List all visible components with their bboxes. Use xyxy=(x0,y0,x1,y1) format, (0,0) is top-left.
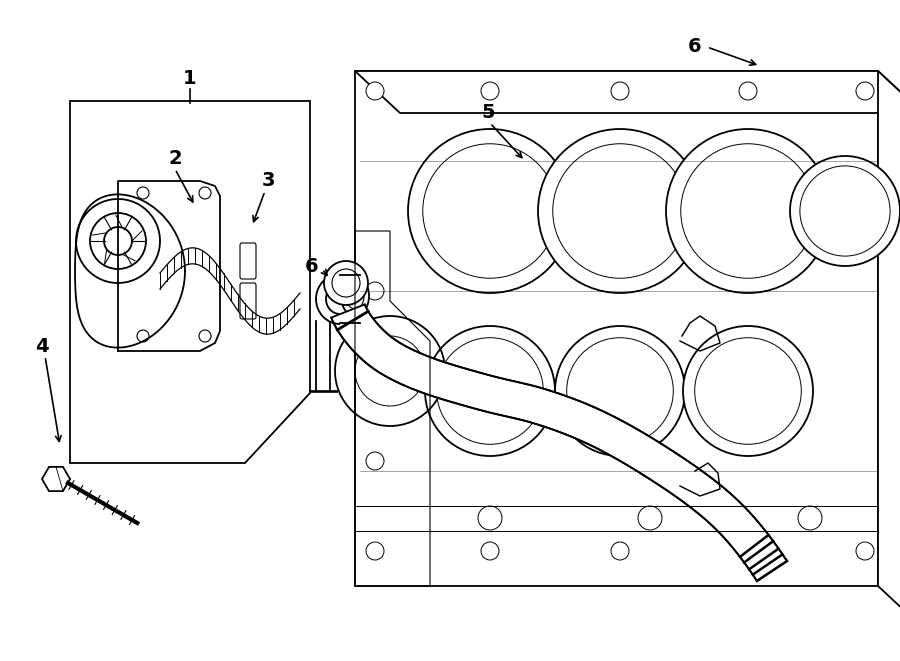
Ellipse shape xyxy=(341,276,369,316)
Circle shape xyxy=(478,506,502,530)
Circle shape xyxy=(366,452,384,470)
Circle shape xyxy=(798,506,822,530)
Circle shape xyxy=(324,261,368,305)
Circle shape xyxy=(76,199,160,283)
Text: 1: 1 xyxy=(184,69,197,89)
Circle shape xyxy=(611,542,629,560)
Text: 3: 3 xyxy=(261,171,274,190)
Text: 6: 6 xyxy=(305,256,319,276)
Circle shape xyxy=(104,227,132,255)
Circle shape xyxy=(199,187,211,199)
Text: 2: 2 xyxy=(168,149,182,167)
Polygon shape xyxy=(42,467,70,491)
Circle shape xyxy=(856,82,874,100)
Text: 4: 4 xyxy=(35,336,49,356)
Polygon shape xyxy=(355,71,900,113)
FancyBboxPatch shape xyxy=(240,283,256,319)
Circle shape xyxy=(408,129,572,293)
Circle shape xyxy=(366,82,384,100)
Circle shape xyxy=(90,213,146,269)
Circle shape xyxy=(366,282,384,300)
Circle shape xyxy=(739,542,757,560)
Polygon shape xyxy=(70,101,310,463)
Circle shape xyxy=(555,326,685,456)
Circle shape xyxy=(790,156,900,266)
Ellipse shape xyxy=(346,283,364,309)
Circle shape xyxy=(137,187,149,199)
Circle shape xyxy=(199,330,211,342)
Polygon shape xyxy=(331,305,787,581)
Circle shape xyxy=(137,330,149,342)
Polygon shape xyxy=(878,71,900,628)
Circle shape xyxy=(366,542,384,560)
Circle shape xyxy=(481,82,499,100)
Text: 6: 6 xyxy=(688,36,702,56)
Circle shape xyxy=(538,129,702,293)
FancyBboxPatch shape xyxy=(240,243,256,279)
Circle shape xyxy=(481,542,499,560)
Circle shape xyxy=(856,542,874,560)
Circle shape xyxy=(666,129,830,293)
Circle shape xyxy=(739,82,757,100)
Text: 5: 5 xyxy=(482,104,495,122)
Circle shape xyxy=(683,326,813,456)
Polygon shape xyxy=(355,71,878,586)
Circle shape xyxy=(638,506,662,530)
Circle shape xyxy=(332,269,360,297)
Circle shape xyxy=(425,326,555,456)
Circle shape xyxy=(611,82,629,100)
